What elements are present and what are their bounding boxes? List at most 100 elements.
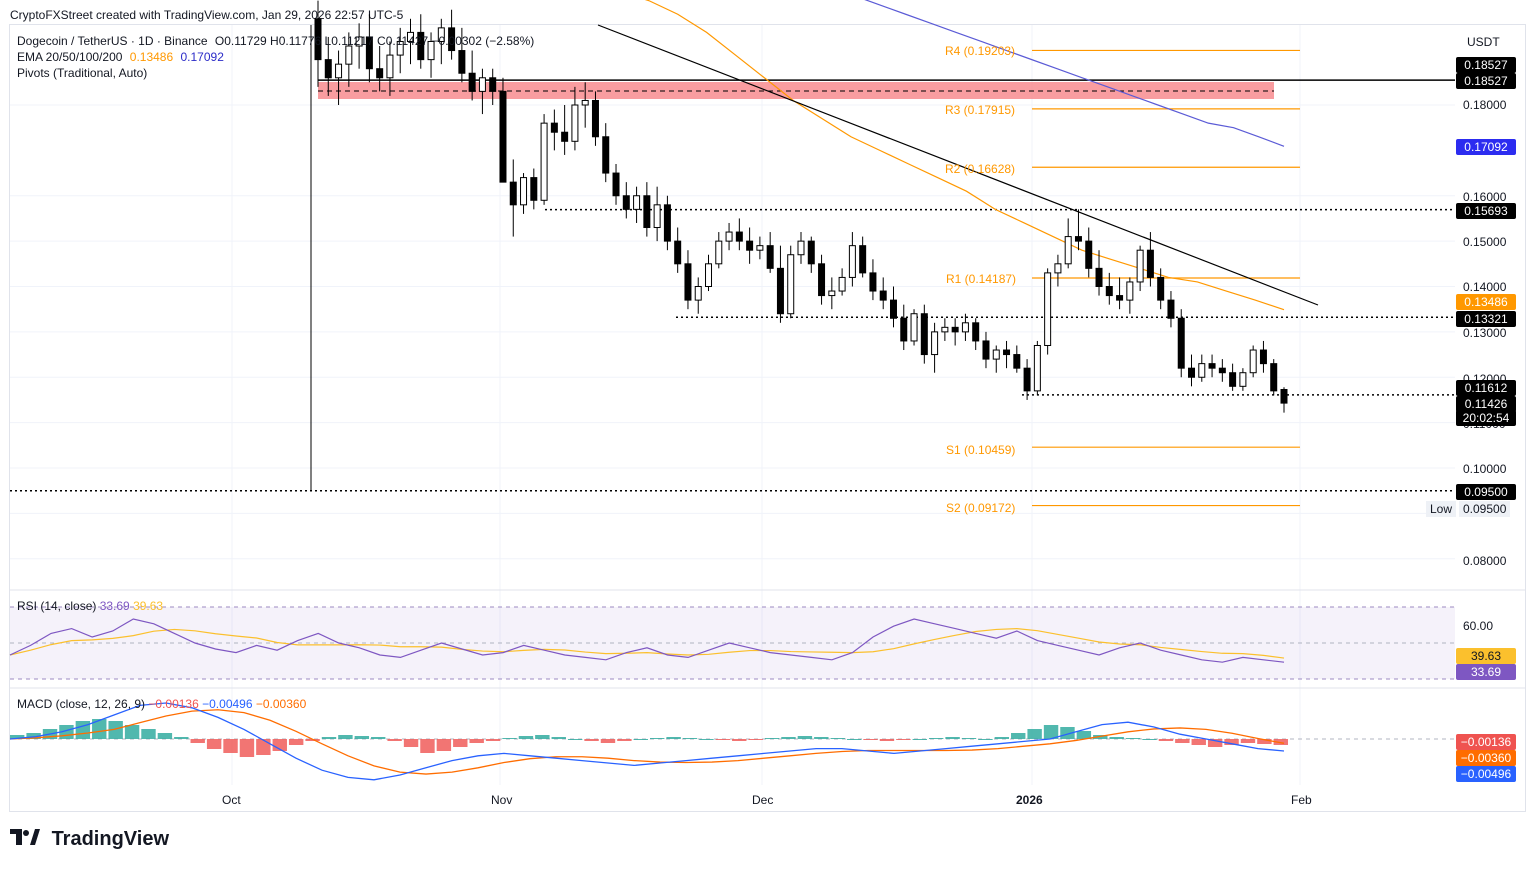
macd-histogram-bar: [1076, 731, 1092, 739]
candle-body: [427, 40, 435, 61]
logo-text: TradingView: [51, 828, 170, 850]
resistance-zone: [318, 82, 1274, 99]
candle-body: [725, 231, 733, 242]
candle-body: [612, 172, 620, 197]
price-tag-ema50: 0.13486: [1456, 294, 1516, 310]
candle-body: [776, 267, 784, 315]
macd-histogram-bar: [1125, 738, 1141, 739]
legend-symbol-row: Dogecoin / TetherUS · 1D · Binance O0.11…: [17, 34, 538, 48]
price-tag-13321: 0.13321: [1456, 311, 1516, 327]
macd-histogram-bar: [797, 736, 813, 739]
candle-body: [499, 90, 507, 183]
rsi-tag: 33.69: [1456, 664, 1516, 680]
price-tag-18527b: 0.18527: [1456, 73, 1516, 89]
rsi-v1: 33.69: [99, 599, 130, 613]
candle-body: [992, 349, 1000, 360]
macd-histogram-bar: [846, 739, 862, 740]
macd-title: MACD (close, 12, 26, 9): [17, 697, 146, 711]
candle-body: [859, 245, 867, 274]
rsi-pane: [9, 606, 1455, 680]
candle-body: [941, 326, 949, 333]
time-tick: Nov: [491, 793, 513, 807]
candle-body: [869, 272, 877, 292]
candle-body: [458, 50, 466, 74]
candle-body: [735, 231, 743, 242]
candle-body: [807, 240, 815, 265]
candle-body: [756, 245, 764, 251]
macd-v1: −0.00136: [148, 697, 199, 711]
candle-body: [1218, 367, 1226, 374]
macd-v3: −0.00360: [255, 697, 307, 711]
macd-histogram-bar: [978, 739, 993, 740]
low-value: 0.09500: [1459, 501, 1511, 517]
macd-histogram-bar: [551, 737, 566, 739]
price-tick: 0.08000: [1463, 554, 1507, 568]
candle-body: [520, 177, 528, 206]
macd-histogram-bar: [387, 739, 402, 741]
candle-body: [797, 240, 805, 256]
candle-body: [1064, 236, 1072, 265]
candle-body: [1095, 267, 1103, 288]
macd-histogram-bar: [584, 739, 599, 741]
candle-body: [1054, 263, 1062, 274]
macd-histogram-bar: [928, 738, 944, 739]
rsi-level-60: 60.00: [1463, 619, 1494, 633]
price-tick: 0.15000: [1463, 235, 1507, 249]
rsi-title: RSI (14, close): [17, 599, 97, 613]
candle-body: [1044, 272, 1052, 346]
candle-body: [1074, 236, 1082, 242]
legend-pivots: Pivots (Traditional, Auto): [17, 66, 148, 80]
macd-histogram-bar: [518, 736, 534, 739]
candle-body: [1198, 363, 1206, 378]
macd-histogram-bar: [420, 739, 435, 753]
macd-histogram-bar: [1060, 727, 1075, 739]
legend-ohlc: O0.11729 H0.11776 L0.11217 C0.11427 −0.0…: [214, 34, 535, 48]
candle-body: [1188, 367, 1196, 378]
macd-histogram-bar: [190, 739, 205, 743]
price-tag-15693: 0.15693: [1456, 203, 1516, 219]
candle-body: [540, 122, 548, 201]
macd-histogram-bar: [994, 737, 1010, 739]
candle-body: [961, 322, 969, 333]
candle-body: [766, 245, 774, 269]
legend-ema-row: EMA 20/50/100/200 0.13486 0.17092: [17, 50, 228, 64]
macd-histogram-bar: [1027, 729, 1042, 739]
macd-histogram-bar: [748, 739, 763, 740]
candle-body: [314, 18, 322, 61]
candle-body: [530, 177, 538, 201]
candle-body: [1013, 354, 1021, 369]
macd-histogram-bar: [26, 733, 41, 739]
candle-body: [787, 254, 795, 315]
candle-body: [1259, 349, 1267, 365]
macd-histogram-bar: [469, 739, 484, 743]
candle-body: [633, 195, 641, 210]
candle-body: [1270, 363, 1278, 392]
legend-ema-v2: 0.17092: [180, 50, 224, 64]
ema200-line: [864, 0, 1285, 147]
macd-histogram-bar: [814, 737, 829, 739]
candle-body: [694, 286, 702, 301]
currency-label[interactable]: USDT: [1467, 35, 1500, 49]
macd-histogram-bar: [1175, 739, 1190, 743]
candle-body: [1116, 295, 1124, 301]
macd-histogram-bar: [1158, 739, 1174, 741]
candle-body: [879, 290, 887, 301]
macd-histogram-bar: [863, 739, 878, 740]
macd-histogram-bar: [945, 737, 960, 739]
macd-histogram-bar: [1257, 739, 1272, 744]
tradingview-logo[interactable]: TradingView: [10, 828, 169, 851]
macd-histogram-bar: [453, 739, 468, 747]
macd-histogram-bar: [157, 733, 173, 739]
candle-body: [1003, 349, 1011, 356]
macd-v2: −0.00496: [202, 697, 253, 711]
descending-trendline: [597, 24, 1319, 306]
candle-body: [1126, 281, 1134, 301]
macd-histogram-bar: [961, 738, 977, 739]
price-tag-09500: 0.09500: [1456, 484, 1516, 500]
macd-histogram-bar: [75, 721, 91, 739]
candle-body: [376, 68, 384, 79]
candle-body: [920, 313, 928, 356]
macd-histogram-bar: [1109, 737, 1124, 739]
candle-body: [674, 240, 682, 265]
